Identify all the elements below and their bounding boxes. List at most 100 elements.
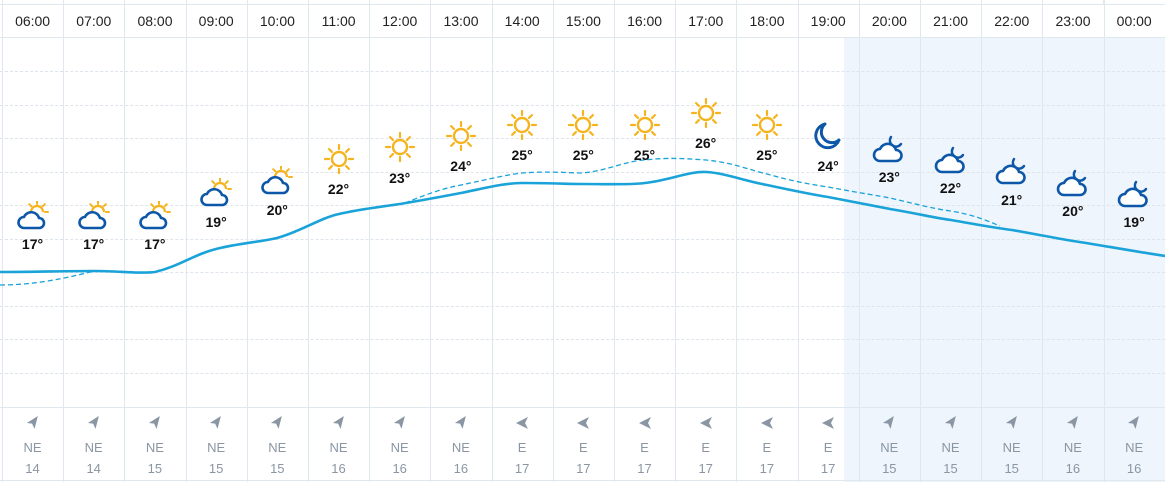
partly-cloudy-day-icon	[198, 177, 234, 208]
wind-speed: 17	[576, 461, 591, 476]
partly-cloudy-night-icon	[933, 144, 969, 174]
wind-direction: NE	[941, 440, 960, 455]
hour-column	[797, 0, 859, 482]
hour-column	[185, 0, 247, 482]
hour-label: 07:00	[76, 13, 112, 29]
temperature-value: 25°	[572, 147, 594, 163]
wind-direction: NE	[1002, 440, 1021, 455]
hour-label: 12:00	[382, 13, 418, 29]
partly-cloudy-day-icon	[259, 165, 295, 196]
temperature-value: 26°	[695, 135, 717, 151]
wind-speed: 15	[147, 461, 163, 476]
wind-arrow-east-icon	[576, 416, 590, 430]
grid-line	[0, 239, 1165, 240]
hour-label: 17:00	[688, 13, 724, 29]
wind-arrow-northeast-icon	[332, 416, 346, 430]
wind-direction: E	[578, 440, 588, 455]
wind-speed: 16	[392, 461, 407, 476]
hour-header	[0, 5, 1165, 38]
wind-arrow-northeast-icon	[882, 416, 896, 430]
hour-label: 19:00	[810, 13, 846, 29]
hour-column	[430, 0, 491, 482]
hour-label: 14:00	[504, 13, 540, 29]
wind-direction: NE	[23, 440, 42, 455]
wind-arrow-northeast-icon	[1005, 416, 1019, 430]
wind-direction: E	[762, 440, 772, 455]
wind-direction: NE	[451, 440, 470, 455]
wind-arrow-east-icon	[515, 416, 529, 430]
wind-speed: 15	[943, 461, 958, 476]
hour-label: 00:00	[1116, 13, 1152, 29]
hour-label: 20:00	[871, 13, 907, 29]
bottom-border	[0, 480, 1165, 481]
wind-arrow-northeast-icon	[148, 416, 162, 430]
partly-cloudy-day-icon	[15, 200, 51, 231]
wind-speed: 16	[1126, 461, 1142, 476]
wind-arrow-east-icon	[638, 416, 652, 430]
night-shading-wind	[844, 407, 1165, 482]
top-border	[0, 0, 1165, 5]
hour-column	[981, 0, 1042, 482]
temperature-value: 17°	[21, 236, 44, 252]
wind-direction: E	[517, 440, 527, 455]
hour-column	[308, 0, 369, 482]
partly-cloudy-day-icon	[137, 200, 173, 231]
hour-label: 08:00	[137, 13, 173, 29]
hour-column	[675, 0, 736, 482]
day-separator	[1103, 0, 1104, 5]
wind-arrow-northeast-icon	[1127, 416, 1141, 430]
wind-direction: NE	[145, 440, 164, 455]
sun-icon	[504, 109, 540, 141]
temperature-value: 17°	[144, 236, 166, 252]
hour-column	[2, 0, 63, 482]
partly-cloudy-night-icon	[1055, 167, 1091, 197]
temperature-value: 19°	[1123, 214, 1145, 230]
wind-direction: NE	[268, 440, 287, 455]
wind-direction: NE	[329, 440, 348, 455]
temperature-value: 20°	[266, 202, 288, 218]
hour-column	[920, 0, 981, 482]
grid-line	[0, 205, 1165, 206]
feels-like-line	[0, 157, 1001, 286]
wind-arrow-east-icon	[760, 416, 774, 430]
wind-arrow-northeast-icon	[87, 416, 101, 430]
wind-speed: 15	[1004, 461, 1019, 476]
hour-label: 16:00	[627, 13, 663, 29]
wind-arrow-northeast-icon	[393, 416, 407, 430]
sun-icon	[382, 131, 418, 163]
wind-arrow-east-icon	[699, 416, 713, 430]
wind-direction: NE	[1125, 440, 1144, 455]
temperature-value: 21°	[1001, 192, 1023, 208]
wind-speed: 17	[514, 461, 530, 476]
wind-arrow-northeast-icon	[270, 416, 284, 430]
sun-icon	[688, 97, 724, 129]
hour-label: 23:00	[1055, 13, 1091, 29]
wind-speed: 17	[637, 461, 652, 476]
hour-label: 10:00	[259, 13, 295, 29]
wind-speed: 16	[453, 461, 469, 476]
wind-arrow-northeast-icon	[209, 416, 223, 430]
temperature-line	[0, 170, 1165, 274]
wind-direction: NE	[390, 440, 409, 455]
wind-direction: NE	[207, 440, 226, 455]
wind-direction: E	[823, 440, 833, 455]
grid-line	[0, 306, 1165, 307]
temperature-value: 24°	[817, 158, 839, 174]
wind-speed: 14	[86, 461, 101, 476]
temperature-value: 17°	[83, 236, 105, 252]
grid-line	[0, 373, 1165, 374]
wind-speed: 15	[208, 461, 224, 476]
wind-direction: E	[640, 440, 649, 455]
wind-speed: 14	[25, 461, 40, 476]
hour-label: 13:00	[443, 13, 479, 29]
temperature-value: 20°	[1062, 203, 1084, 219]
wind-arrow-northeast-icon	[1066, 416, 1080, 430]
hour-label: 09:00	[198, 13, 234, 29]
temperature-value: 22°	[327, 181, 350, 197]
partly-cloudy-night-icon	[871, 133, 907, 163]
grid-line	[0, 172, 1165, 173]
partly-cloudy-day-icon	[76, 200, 112, 231]
hour-label: 15:00	[565, 13, 601, 29]
